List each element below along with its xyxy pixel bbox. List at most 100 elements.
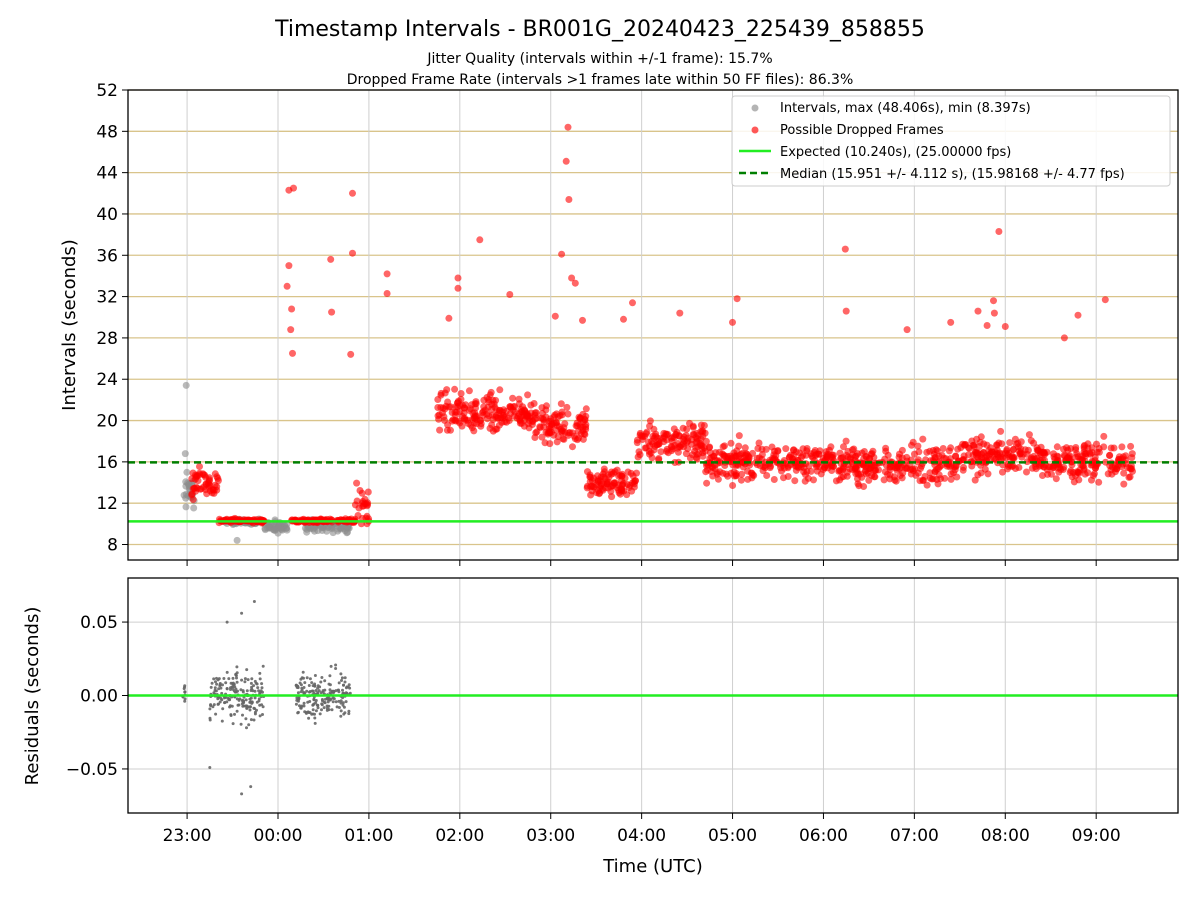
- dropped-frame-point: [646, 417, 654, 425]
- residual-point: [255, 708, 258, 712]
- dropped-frame-point: [570, 432, 578, 440]
- residual-point: [217, 677, 221, 681]
- residual-point: [327, 704, 331, 708]
- top-ytick-label: 44: [96, 164, 118, 184]
- residual-point: [259, 690, 263, 694]
- dropped-frame-point: [1024, 446, 1032, 454]
- dropped-frame-point: [327, 255, 335, 263]
- dropped-frame-point: [997, 427, 1005, 435]
- dropped-frame-point: [914, 442, 922, 450]
- dropped-frame-point: [702, 437, 710, 445]
- dropped-frame-point: [990, 297, 997, 305]
- dropped-frame-point: [540, 418, 548, 426]
- dropped-frame-point: [188, 490, 196, 498]
- residual-point: [308, 677, 312, 681]
- dropped-frame-point: [1095, 478, 1103, 486]
- dropped-frame-point: [669, 445, 677, 453]
- dropped-frame-point: [1060, 334, 1068, 342]
- dropped-frame-point: [1001, 323, 1009, 330]
- residual-point: [249, 785, 253, 789]
- dropped-frame-point: [807, 467, 815, 475]
- bottom-xtick-label: 02:00: [435, 826, 484, 846]
- dropped-frame-point: [852, 470, 860, 478]
- dropped-frame-point: [455, 417, 463, 425]
- dropped-frame-point: [461, 404, 468, 412]
- residual-point: [214, 712, 218, 716]
- residual-point: [323, 701, 327, 705]
- residual-point: [302, 686, 306, 689]
- residual-point: [245, 689, 249, 693]
- residual-point: [294, 702, 298, 706]
- dropped-frame-point: [780, 474, 787, 482]
- residual-point: [243, 680, 247, 684]
- dropped-frame-point: [884, 470, 891, 478]
- dropped-frame-point: [934, 480, 942, 488]
- dropped-frame-point: [1073, 450, 1081, 458]
- residual-point: [306, 700, 310, 704]
- residual-point: [235, 665, 239, 669]
- residual-point: [208, 766, 212, 769]
- dropped-frame-point: [609, 482, 617, 490]
- interval-point: [318, 524, 326, 532]
- residual-point: [183, 699, 187, 703]
- dropped-frame-point: [626, 481, 634, 489]
- dropped-frame-point: [531, 434, 539, 441]
- residual-point: [307, 716, 311, 720]
- residual-point: [318, 712, 322, 716]
- bottom-xtick-label: 07:00: [890, 826, 939, 846]
- dropped-frame-point: [628, 487, 636, 495]
- dropped-frame-point: [561, 429, 569, 436]
- dropped-frame-point: [214, 477, 222, 485]
- dropped-frame-point: [349, 189, 356, 197]
- dropped-frame-point: [464, 416, 472, 424]
- residual-point: [343, 676, 347, 680]
- residual-point: [239, 722, 243, 726]
- dropped-frame-point: [1100, 443, 1108, 451]
- reference-lines: [128, 461, 1178, 523]
- interval-point: [328, 525, 336, 533]
- dropped-frame-point: [669, 433, 677, 441]
- dropped-frame-point: [496, 386, 504, 394]
- dropped-frame-point: [828, 451, 836, 459]
- residual-point: [229, 713, 233, 717]
- dropped-frame-point: [735, 452, 743, 459]
- dropped-frame-point: [837, 473, 845, 481]
- interval-point: [182, 503, 190, 511]
- dropped-frame-point: [836, 449, 844, 457]
- dropped-frame-point: [771, 455, 778, 463]
- bottom-xtick-label: 03:00: [526, 826, 575, 846]
- dropped-frame-point: [587, 491, 595, 499]
- dropped-frame-point: [440, 413, 448, 421]
- residual-point: [313, 721, 317, 725]
- dropped-frame-point: [710, 452, 718, 460]
- x-axis-label: Time (UTC): [602, 856, 703, 877]
- dropped-frame-point: [577, 430, 585, 438]
- residual-point: [250, 701, 254, 705]
- dropped-frame-point: [582, 405, 590, 413]
- dropped-frame-point: [636, 431, 644, 439]
- residual-point: [258, 671, 262, 675]
- dropped-frame-point: [563, 403, 571, 411]
- dropped-frame-point: [562, 157, 570, 165]
- dropped-frame-point: [714, 475, 722, 483]
- dropped-frame-point: [742, 450, 750, 458]
- residual-point: [260, 703, 264, 707]
- dropped-frame-point: [709, 472, 717, 480]
- dropped-frame-point: [603, 478, 611, 486]
- dropped-frame-point: [452, 411, 459, 419]
- residual-point: [331, 700, 335, 704]
- dropped-frame-point: [828, 467, 836, 474]
- legend-intervals-label: Intervals, max (48.406s), min (8.397s): [780, 101, 1031, 116]
- residual-point: [238, 697, 242, 701]
- dropped-frame-point: [191, 475, 199, 483]
- dropped-frame-point: [1065, 455, 1073, 463]
- bottom-x-axis-ticks: 23:00 00:00 01:00 02:00 03:00 04:00 05:00 06:00…: [163, 813, 1121, 846]
- dropped-frame-point: [657, 448, 665, 456]
- residual-point: [329, 664, 333, 668]
- interval-point: [190, 504, 198, 512]
- dropped-frame-point: [983, 441, 991, 449]
- residual-point: [340, 676, 344, 680]
- residual-point: [227, 677, 231, 681]
- dropped-frame-point: [880, 476, 888, 484]
- dropped-frame-point: [744, 475, 752, 483]
